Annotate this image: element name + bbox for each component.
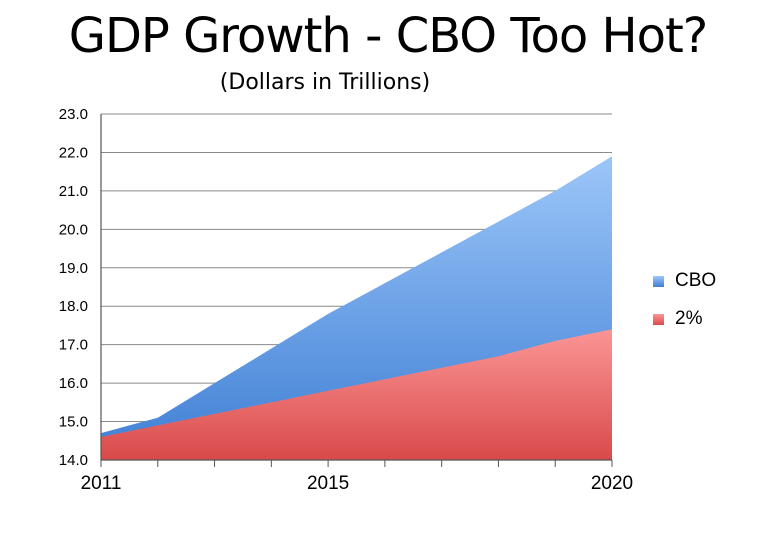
legend-label: CBO (675, 270, 716, 291)
chart-subtitle: (Dollars in Trillions) (219, 70, 431, 95)
legend-label: 2% (675, 308, 703, 329)
y-tick-label: 22.0 (59, 144, 88, 161)
x-tick-label: 2015 (307, 473, 349, 494)
legend: CBO 2% (653, 270, 716, 329)
x-axis-ticks: 2011 2015 2020 (81, 473, 634, 494)
chart-title: GDP Growth - CBO Too Hot? (68, 8, 709, 64)
y-tick-label: 14.0 (59, 452, 88, 469)
area-2-percent (101, 329, 612, 460)
x-tick-label: 2011 (81, 473, 122, 494)
legend-swatch (653, 276, 664, 287)
y-tick-label: 18.0 (59, 298, 88, 315)
y-axis-ticks: 14.0 15.0 16.0 17.0 18.0 19.0 20.0 21.0 22.0 23.0 (59, 106, 88, 469)
y-tick-label: 17.0 (59, 337, 88, 354)
x-tick-label: 2020 (591, 473, 633, 494)
y-tick-label: 15.0 (59, 414, 88, 431)
legend-swatch (653, 314, 664, 325)
y-tick-label: 19.0 (59, 260, 88, 277)
y-tick-label: 20.0 (59, 221, 88, 238)
series-areas (101, 156, 612, 461)
y-tick-label: 16.0 (59, 375, 88, 392)
y-tick-label: 23.0 (59, 106, 88, 123)
axes (100, 114, 613, 467)
y-tick-label: 21.0 (59, 183, 88, 200)
